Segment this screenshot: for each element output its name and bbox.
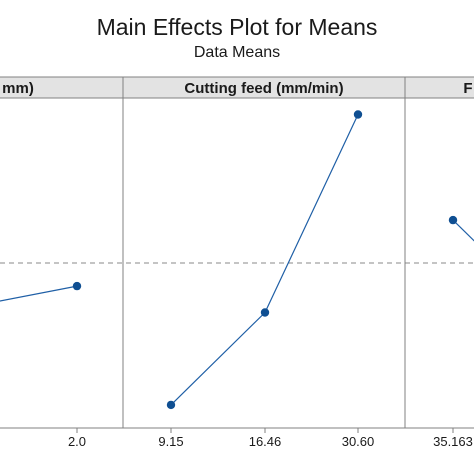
x-tick-label: 2.0 <box>68 434 86 449</box>
panel-header-label: F <box>463 80 472 97</box>
data-point <box>166 400 176 410</box>
data-point <box>353 110 363 119</box>
panel-2: Cutting feed (mm/min) 9.15 16.46 30.60 <box>122 76 406 449</box>
panels-layer: mm) 2.0 Cutting feed (mm/min) 9.15 16.46 30.6… <box>0 76 474 449</box>
panel-header-label: Cutting feed (mm/min) <box>184 80 343 97</box>
chart-subtitle: Data Means <box>193 44 281 61</box>
series-line <box>452 219 474 242</box>
x-tick-label: 35.163 <box>433 434 473 449</box>
x-tick-label: 9.15 <box>158 434 183 449</box>
panel-header-label: mm) <box>2 80 34 97</box>
panel-1: mm) 2.0 <box>0 76 124 449</box>
chart-title: Main Effects Plot for Means <box>96 14 378 40</box>
data-point <box>260 308 270 317</box>
x-tick-label: 16.46 <box>249 434 282 449</box>
series-line <box>170 114 359 406</box>
x-tick-label: 30.60 <box>342 434 375 449</box>
data-point <box>72 281 82 291</box>
panel-3: F 35.163 <box>404 76 474 449</box>
panel-frame <box>404 97 474 429</box>
data-point <box>448 215 458 225</box>
series-line <box>0 285 78 302</box>
